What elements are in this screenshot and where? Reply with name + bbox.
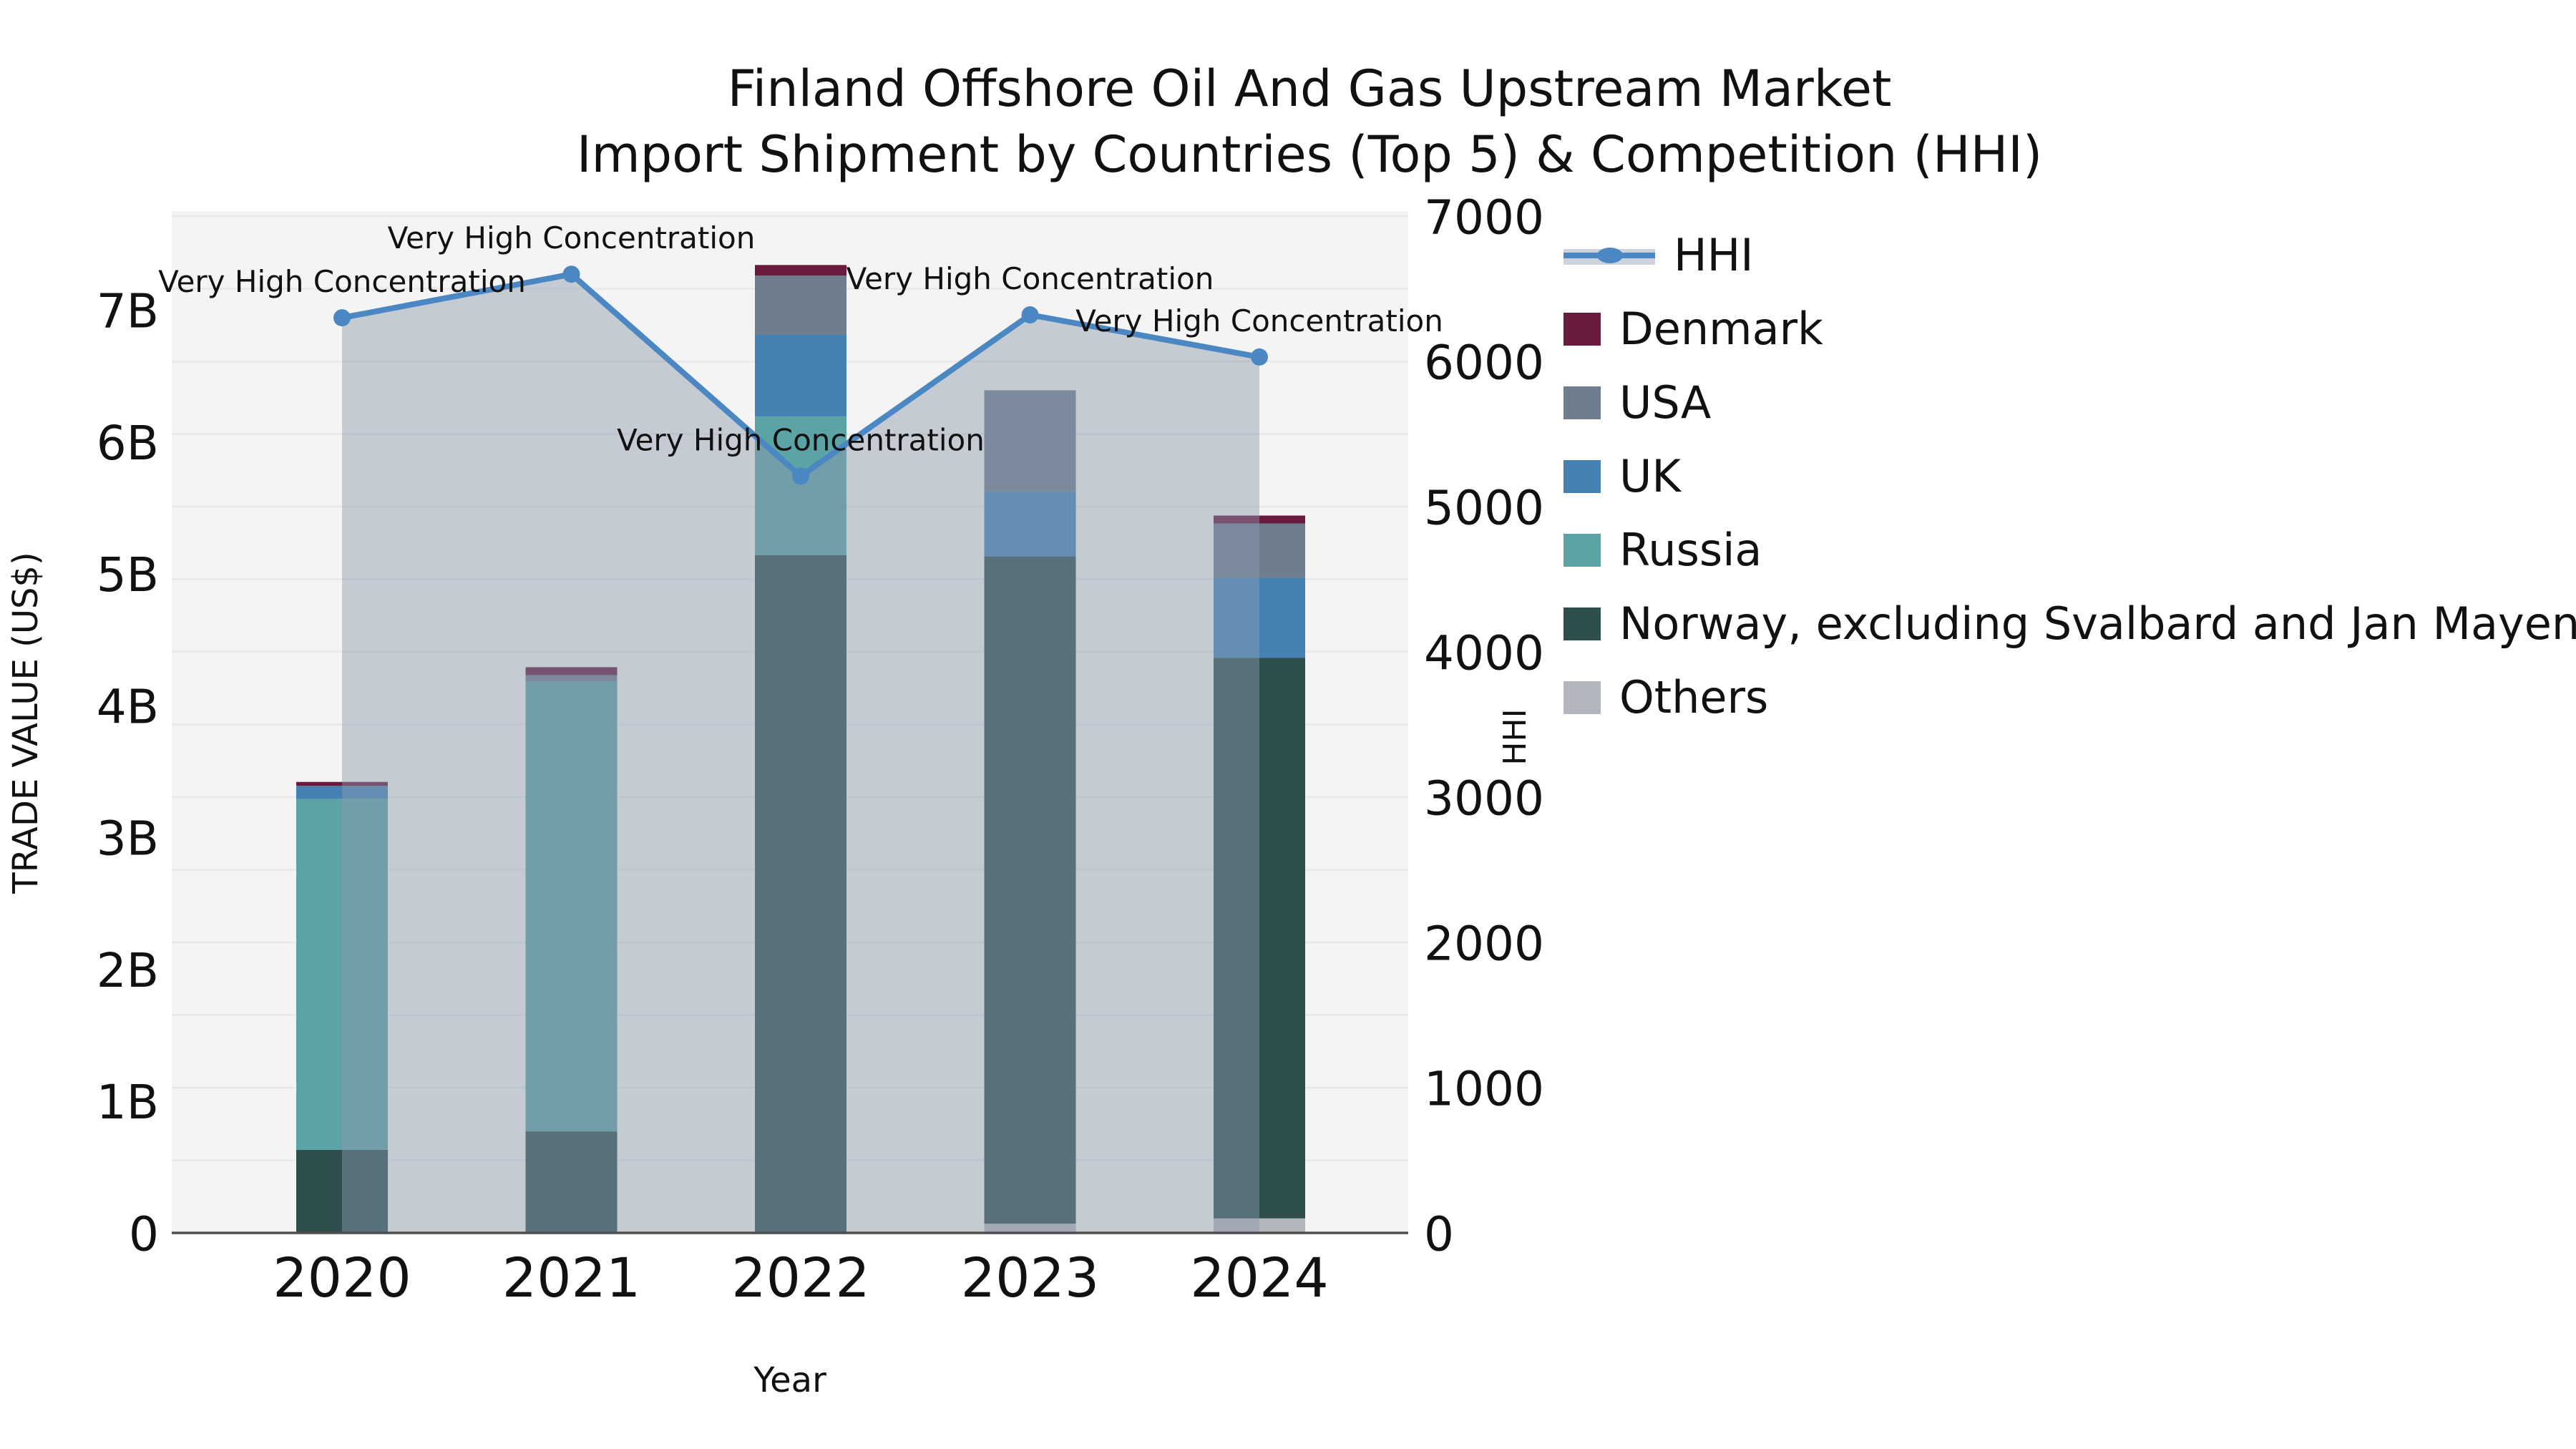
legend-item-others[interactable]: Others	[1563, 673, 2576, 723]
bar-segment-uk[interactable]	[755, 335, 847, 417]
bar-segment-others[interactable]	[984, 1224, 1076, 1233]
legend-item-russia[interactable]: Russia	[1563, 525, 2576, 575]
bar-segment-denmark[interactable]	[525, 667, 618, 675]
bar-segment-denmark[interactable]	[755, 265, 847, 276]
chart-title-line2: Import Shipment by Countries (Top 5) & C…	[576, 125, 2043, 184]
x-tick-2023: 2023	[961, 1246, 1099, 1309]
legend-label-russia: Russia	[1619, 524, 1762, 576]
chart-title: Finland Offshore Oil And Gas Upstream Ma…	[0, 56, 2576, 187]
bar-segment-russia[interactable]	[296, 799, 388, 1150]
bar-2023[interactable]	[984, 390, 1076, 1233]
x-tick-2024: 2024	[1190, 1246, 1328, 1309]
bar-2020[interactable]	[296, 781, 388, 1233]
bar-segment-usa[interactable]	[1214, 523, 1305, 578]
annotation-2020: Very High Concentration	[158, 264, 526, 299]
y-left-tick-0: 0	[129, 1207, 159, 1262]
russia-swatch-icon	[1563, 534, 1601, 567]
bar-segment-denmark[interactable]	[296, 781, 388, 786]
bar-segment-uk[interactable]	[984, 492, 1076, 557]
y-left-tick-1B: 1B	[97, 1075, 159, 1130]
bar-segment-norway[interactable]	[525, 1131, 618, 1233]
x-axis-title: Year	[753, 1360, 826, 1400]
y-right-tick-0: 0	[1424, 1207, 1454, 1262]
y-right-axis-title: HHI	[1497, 708, 1533, 765]
legend-item-norway[interactable]: Norway, excluding Svalbard and Jan Mayen	[1563, 599, 2576, 649]
bar-2024[interactable]	[1214, 515, 1305, 1233]
legend-item-hhi[interactable]: HHI	[1563, 230, 2576, 280]
annotation-2024: Very High Concentration	[1075, 303, 1443, 338]
y-left-tick-5B: 5B	[97, 547, 159, 602]
legend-label-denmark: Denmark	[1619, 303, 1823, 355]
legend-label-hhi: HHI	[1674, 229, 1754, 281]
bar-segment-others[interactable]	[1214, 1218, 1305, 1233]
y-right-tick-1000: 1000	[1424, 1062, 1544, 1117]
y-right-tick-3000: 3000	[1424, 771, 1544, 826]
x-tick-2022: 2022	[731, 1246, 869, 1309]
y-right-tick-2000: 2000	[1424, 917, 1544, 972]
bar-2021[interactable]	[525, 667, 618, 1233]
hhi-marker-2020[interactable]	[333, 309, 351, 327]
hhi-marker-2023[interactable]	[1021, 306, 1039, 324]
hhi-marker-2022[interactable]	[792, 467, 809, 485]
bar-segment-usa[interactable]	[984, 390, 1076, 492]
hhi-marker-2021[interactable]	[562, 265, 580, 283]
bar-segment-russia[interactable]	[755, 416, 847, 555]
bar-segment-usa[interactable]	[755, 275, 847, 336]
legend-item-usa[interactable]: USA	[1563, 378, 2576, 428]
hhi-line-swatch-icon	[1563, 239, 1655, 272]
y-right-tick-4000: 4000	[1424, 626, 1544, 681]
stacked-bars	[296, 265, 1305, 1233]
others-swatch-icon	[1563, 681, 1601, 714]
bar-segment-norway[interactable]	[755, 555, 847, 1233]
y-left-axis-title: TRADE VALUE (US$)	[6, 552, 46, 894]
hhi-marker-2024[interactable]	[1251, 348, 1268, 366]
annotation-2021: Very High Concentration	[388, 220, 756, 255]
y-left-tick-7B: 7B	[97, 284, 159, 339]
legend-label-uk: UK	[1619, 450, 1682, 502]
bar-segment-denmark[interactable]	[1214, 515, 1305, 524]
x-tick-2021: 2021	[502, 1246, 640, 1309]
y-right-tick-5000: 5000	[1424, 481, 1544, 536]
y-right-tick-7000: 7000	[1424, 190, 1544, 245]
y-left-tick-2B: 2B	[97, 943, 159, 998]
legend-label-norway: Norway, excluding Svalbard and Jan Mayen	[1619, 597, 2576, 650]
y-left-tick-3B: 3B	[97, 811, 159, 867]
legend-label-others: Others	[1619, 671, 1769, 723]
legend: HHI Denmark USA UK Russia Norway, excluding S…	[1563, 230, 2576, 723]
bar-segment-russia[interactable]	[525, 681, 618, 1132]
uk-swatch-icon	[1563, 460, 1601, 493]
bar-segment-uk[interactable]	[296, 786, 388, 799]
bar-segment-usa[interactable]	[525, 675, 618, 682]
bar-2022[interactable]	[755, 265, 847, 1233]
hhi-area-fill	[342, 274, 1259, 1234]
y-right-tick-6000: 6000	[1424, 336, 1544, 391]
usa-swatch-icon	[1563, 386, 1601, 419]
denmark-swatch-icon	[1563, 313, 1601, 346]
bar-segment-norway[interactable]	[1214, 658, 1305, 1219]
bar-segment-uk[interactable]	[1214, 577, 1305, 658]
y-left-tick-6B: 6B	[97, 416, 159, 471]
bar-segment-norway[interactable]	[984, 556, 1076, 1224]
y-left-tick-4B: 4B	[97, 679, 159, 734]
legend-item-uk[interactable]: UK	[1563, 452, 2576, 502]
annotation-2023: Very High Concentration	[847, 261, 1214, 296]
chart-title-line1: Finland Offshore Oil And Gas Upstream Ma…	[727, 59, 1892, 118]
norway-swatch-icon	[1563, 608, 1601, 640]
legend-item-denmark[interactable]: Denmark	[1563, 304, 2576, 354]
bar-segment-norway[interactable]	[296, 1149, 388, 1233]
annotation-2022: Very High Concentration	[617, 422, 985, 457]
legend-label-usa: USA	[1619, 376, 1712, 429]
x-tick-2020: 2020	[273, 1246, 411, 1309]
